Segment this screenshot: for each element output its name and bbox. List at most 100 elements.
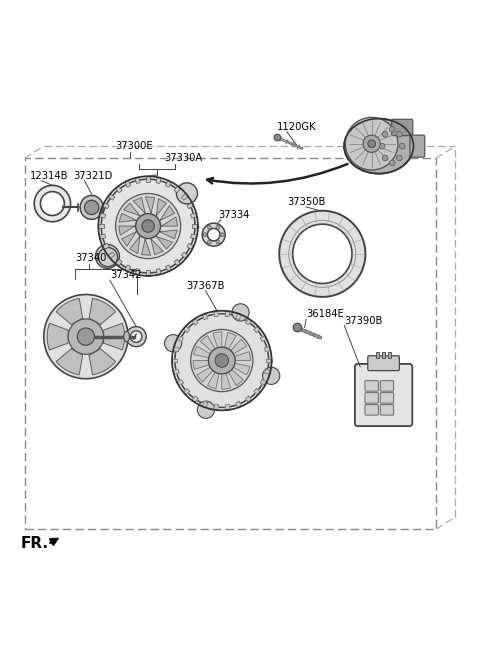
Circle shape — [293, 224, 352, 283]
Polygon shape — [116, 259, 122, 266]
Circle shape — [68, 319, 104, 354]
Polygon shape — [156, 268, 161, 275]
Polygon shape — [108, 252, 115, 258]
Circle shape — [202, 223, 225, 246]
Polygon shape — [108, 194, 115, 200]
Text: 37390B: 37390B — [344, 316, 383, 325]
Circle shape — [101, 179, 195, 273]
Polygon shape — [124, 203, 140, 216]
Polygon shape — [264, 347, 271, 352]
Polygon shape — [146, 176, 150, 182]
Circle shape — [345, 117, 398, 170]
Polygon shape — [89, 349, 116, 375]
Polygon shape — [224, 333, 236, 352]
Polygon shape — [125, 265, 131, 272]
Polygon shape — [207, 369, 220, 388]
Circle shape — [131, 331, 142, 342]
Circle shape — [203, 233, 207, 237]
Polygon shape — [135, 268, 140, 275]
Text: 37334: 37334 — [218, 210, 250, 220]
Polygon shape — [194, 346, 214, 359]
Polygon shape — [197, 365, 216, 382]
Polygon shape — [173, 369, 179, 375]
Circle shape — [363, 135, 380, 152]
Polygon shape — [246, 396, 252, 403]
Text: 36184E: 36184E — [306, 310, 344, 319]
FancyBboxPatch shape — [365, 392, 378, 403]
Circle shape — [368, 140, 375, 148]
Polygon shape — [172, 359, 177, 363]
Polygon shape — [151, 239, 163, 255]
Circle shape — [293, 323, 302, 332]
FancyBboxPatch shape — [380, 392, 394, 403]
Polygon shape — [236, 401, 241, 408]
Text: FR.: FR. — [21, 536, 49, 551]
Polygon shape — [119, 226, 135, 235]
Circle shape — [263, 367, 280, 384]
Text: 37350B: 37350B — [287, 197, 325, 207]
Polygon shape — [102, 243, 109, 249]
Polygon shape — [130, 237, 140, 253]
Polygon shape — [116, 186, 122, 193]
Polygon shape — [266, 359, 272, 363]
Circle shape — [399, 143, 405, 149]
Circle shape — [77, 328, 95, 345]
Polygon shape — [191, 213, 197, 218]
Polygon shape — [193, 361, 213, 369]
Polygon shape — [192, 319, 198, 325]
Circle shape — [175, 314, 269, 407]
Circle shape — [96, 245, 120, 268]
Circle shape — [207, 228, 220, 241]
Polygon shape — [56, 298, 83, 325]
Polygon shape — [225, 405, 230, 410]
Polygon shape — [181, 252, 188, 258]
Bar — [382, 352, 385, 358]
Polygon shape — [145, 197, 155, 213]
Polygon shape — [203, 314, 208, 319]
Polygon shape — [133, 197, 145, 213]
Polygon shape — [192, 396, 198, 403]
Polygon shape — [173, 347, 179, 352]
Polygon shape — [222, 369, 231, 389]
Circle shape — [216, 225, 220, 229]
Polygon shape — [187, 243, 194, 249]
FancyBboxPatch shape — [380, 405, 394, 415]
Text: 37300E: 37300E — [116, 141, 153, 151]
Polygon shape — [98, 224, 104, 228]
Polygon shape — [122, 232, 136, 246]
Polygon shape — [119, 213, 136, 222]
Polygon shape — [166, 265, 171, 272]
Circle shape — [207, 240, 211, 244]
Polygon shape — [166, 180, 171, 187]
Polygon shape — [47, 323, 68, 350]
Polygon shape — [142, 239, 151, 255]
Polygon shape — [89, 298, 116, 325]
Polygon shape — [56, 349, 83, 375]
Circle shape — [396, 131, 402, 137]
Circle shape — [389, 160, 395, 166]
Circle shape — [40, 192, 64, 216]
Bar — [24, 158, 436, 529]
Polygon shape — [231, 352, 251, 361]
Circle shape — [382, 155, 388, 161]
Polygon shape — [260, 380, 267, 385]
Polygon shape — [183, 326, 190, 333]
Polygon shape — [160, 230, 177, 239]
Bar — [376, 352, 379, 358]
Polygon shape — [146, 270, 150, 276]
Polygon shape — [174, 259, 180, 266]
Circle shape — [396, 155, 402, 161]
Circle shape — [126, 327, 146, 346]
Text: 37340: 37340 — [75, 253, 106, 264]
Polygon shape — [183, 388, 190, 395]
Circle shape — [389, 127, 395, 133]
FancyBboxPatch shape — [380, 380, 394, 391]
Text: 37321D: 37321D — [73, 171, 113, 180]
Polygon shape — [177, 380, 183, 385]
Polygon shape — [214, 311, 218, 317]
Text: 37367B: 37367B — [186, 281, 225, 291]
Text: 37342: 37342 — [110, 270, 141, 280]
Circle shape — [116, 194, 180, 258]
Polygon shape — [161, 217, 178, 226]
FancyBboxPatch shape — [410, 135, 425, 157]
